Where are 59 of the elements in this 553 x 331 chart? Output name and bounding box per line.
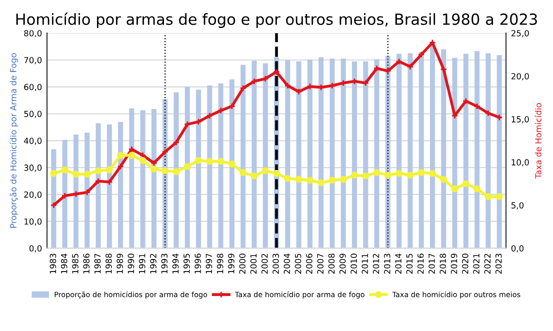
x-tick-label: 1992 [150, 254, 156, 274]
x-tick-label: 1989 [116, 254, 123, 274]
x-tick-label: 1996 [194, 254, 201, 274]
x-tick-label: 2010 [350, 254, 357, 274]
y-tick-label: 70,0 [24, 56, 42, 64]
x-tick-label: 2008 [328, 254, 335, 274]
x-tick-label: 2007 [317, 254, 324, 274]
x-tick-label: 1999 [228, 254, 234, 274]
x-tick-label: 1983 [50, 254, 56, 274]
x-tick-label: 2015 [406, 254, 413, 274]
x-tick-label: 2021 [473, 254, 480, 274]
x-tick-label: 2022 [484, 254, 491, 274]
x-tick-label: 1993 [161, 254, 168, 274]
x-tick-label: 2023 [495, 254, 502, 274]
x-tick-label: 2006 [306, 254, 312, 274]
x-tick-label: 2001 [250, 254, 257, 274]
y2-axis-title: Taxa de Homicídio [534, 103, 542, 179]
x-tick-label: 2013 [384, 254, 390, 274]
y-tick-label: 10,0 [24, 218, 42, 226]
x-tick-label: 1985 [72, 254, 78, 274]
y-tick-label: 20,0 [24, 191, 42, 199]
y-axis-title: Proporção de Homicídio por Arma de Fogo [10, 53, 18, 228]
y2-tick-label: 25,0 [511, 30, 529, 38]
x-tick-label: 2014 [395, 254, 402, 274]
x-tick-label: 1987 [94, 254, 101, 274]
x-tick-label: 2000 [239, 254, 246, 274]
x-tick-label: 1991 [138, 254, 146, 274]
x-tick-label: 2016 [417, 254, 424, 274]
x-tick-label: 2005 [294, 254, 302, 274]
y2-tick-label: 20,0 [511, 73, 529, 80]
x-tick-label: 1988 [106, 254, 112, 274]
x-tick-label: 2002 [261, 254, 268, 274]
x-tick-label: 1986 [83, 254, 90, 274]
y-tick-label: 50,0 [24, 110, 42, 118]
x-tick-label: 2018 [440, 254, 446, 274]
y2-tick-label: 10,0 [512, 159, 529, 166]
y2-tick-label: 0,0 [511, 245, 524, 252]
x-tick-label: 1984 [60, 254, 68, 274]
y-tick-label: 60,0 [24, 84, 42, 92]
y-tick-label: 30,0 [24, 164, 42, 172]
x-tick-label: 1995 [183, 254, 190, 274]
y-tick-label: 80,0 [24, 30, 42, 38]
x-tick-label: 2003 [272, 254, 279, 274]
x-tick-label: 2017 [428, 254, 435, 274]
y-tick-label: 0,0 [29, 245, 42, 252]
chart-title: Homicídio por armas de fogo e por outros meios, Brasil 1980 a 2023 [16, 12, 537, 28]
x-tick-label: 2020 [462, 254, 468, 274]
x-tick-label: 2019 [450, 254, 458, 274]
x-tick-label: 1998 [216, 254, 224, 274]
y2-tick-label: 5,0 [512, 202, 524, 210]
y2-tick-label: 15,0 [512, 116, 529, 124]
x-tick-label: 1997 [206, 254, 212, 274]
x-tick-label: 1990 [128, 254, 134, 274]
x-tick-label: 1994 [172, 254, 179, 274]
x-tick-label: 2009 [339, 254, 346, 274]
x-tick-label: 2012 [372, 254, 380, 274]
x-tick-label: 2011 [362, 254, 368, 274]
x-tick-label: 2004 [284, 254, 290, 274]
y-tick-label: 40,0 [24, 138, 42, 145]
